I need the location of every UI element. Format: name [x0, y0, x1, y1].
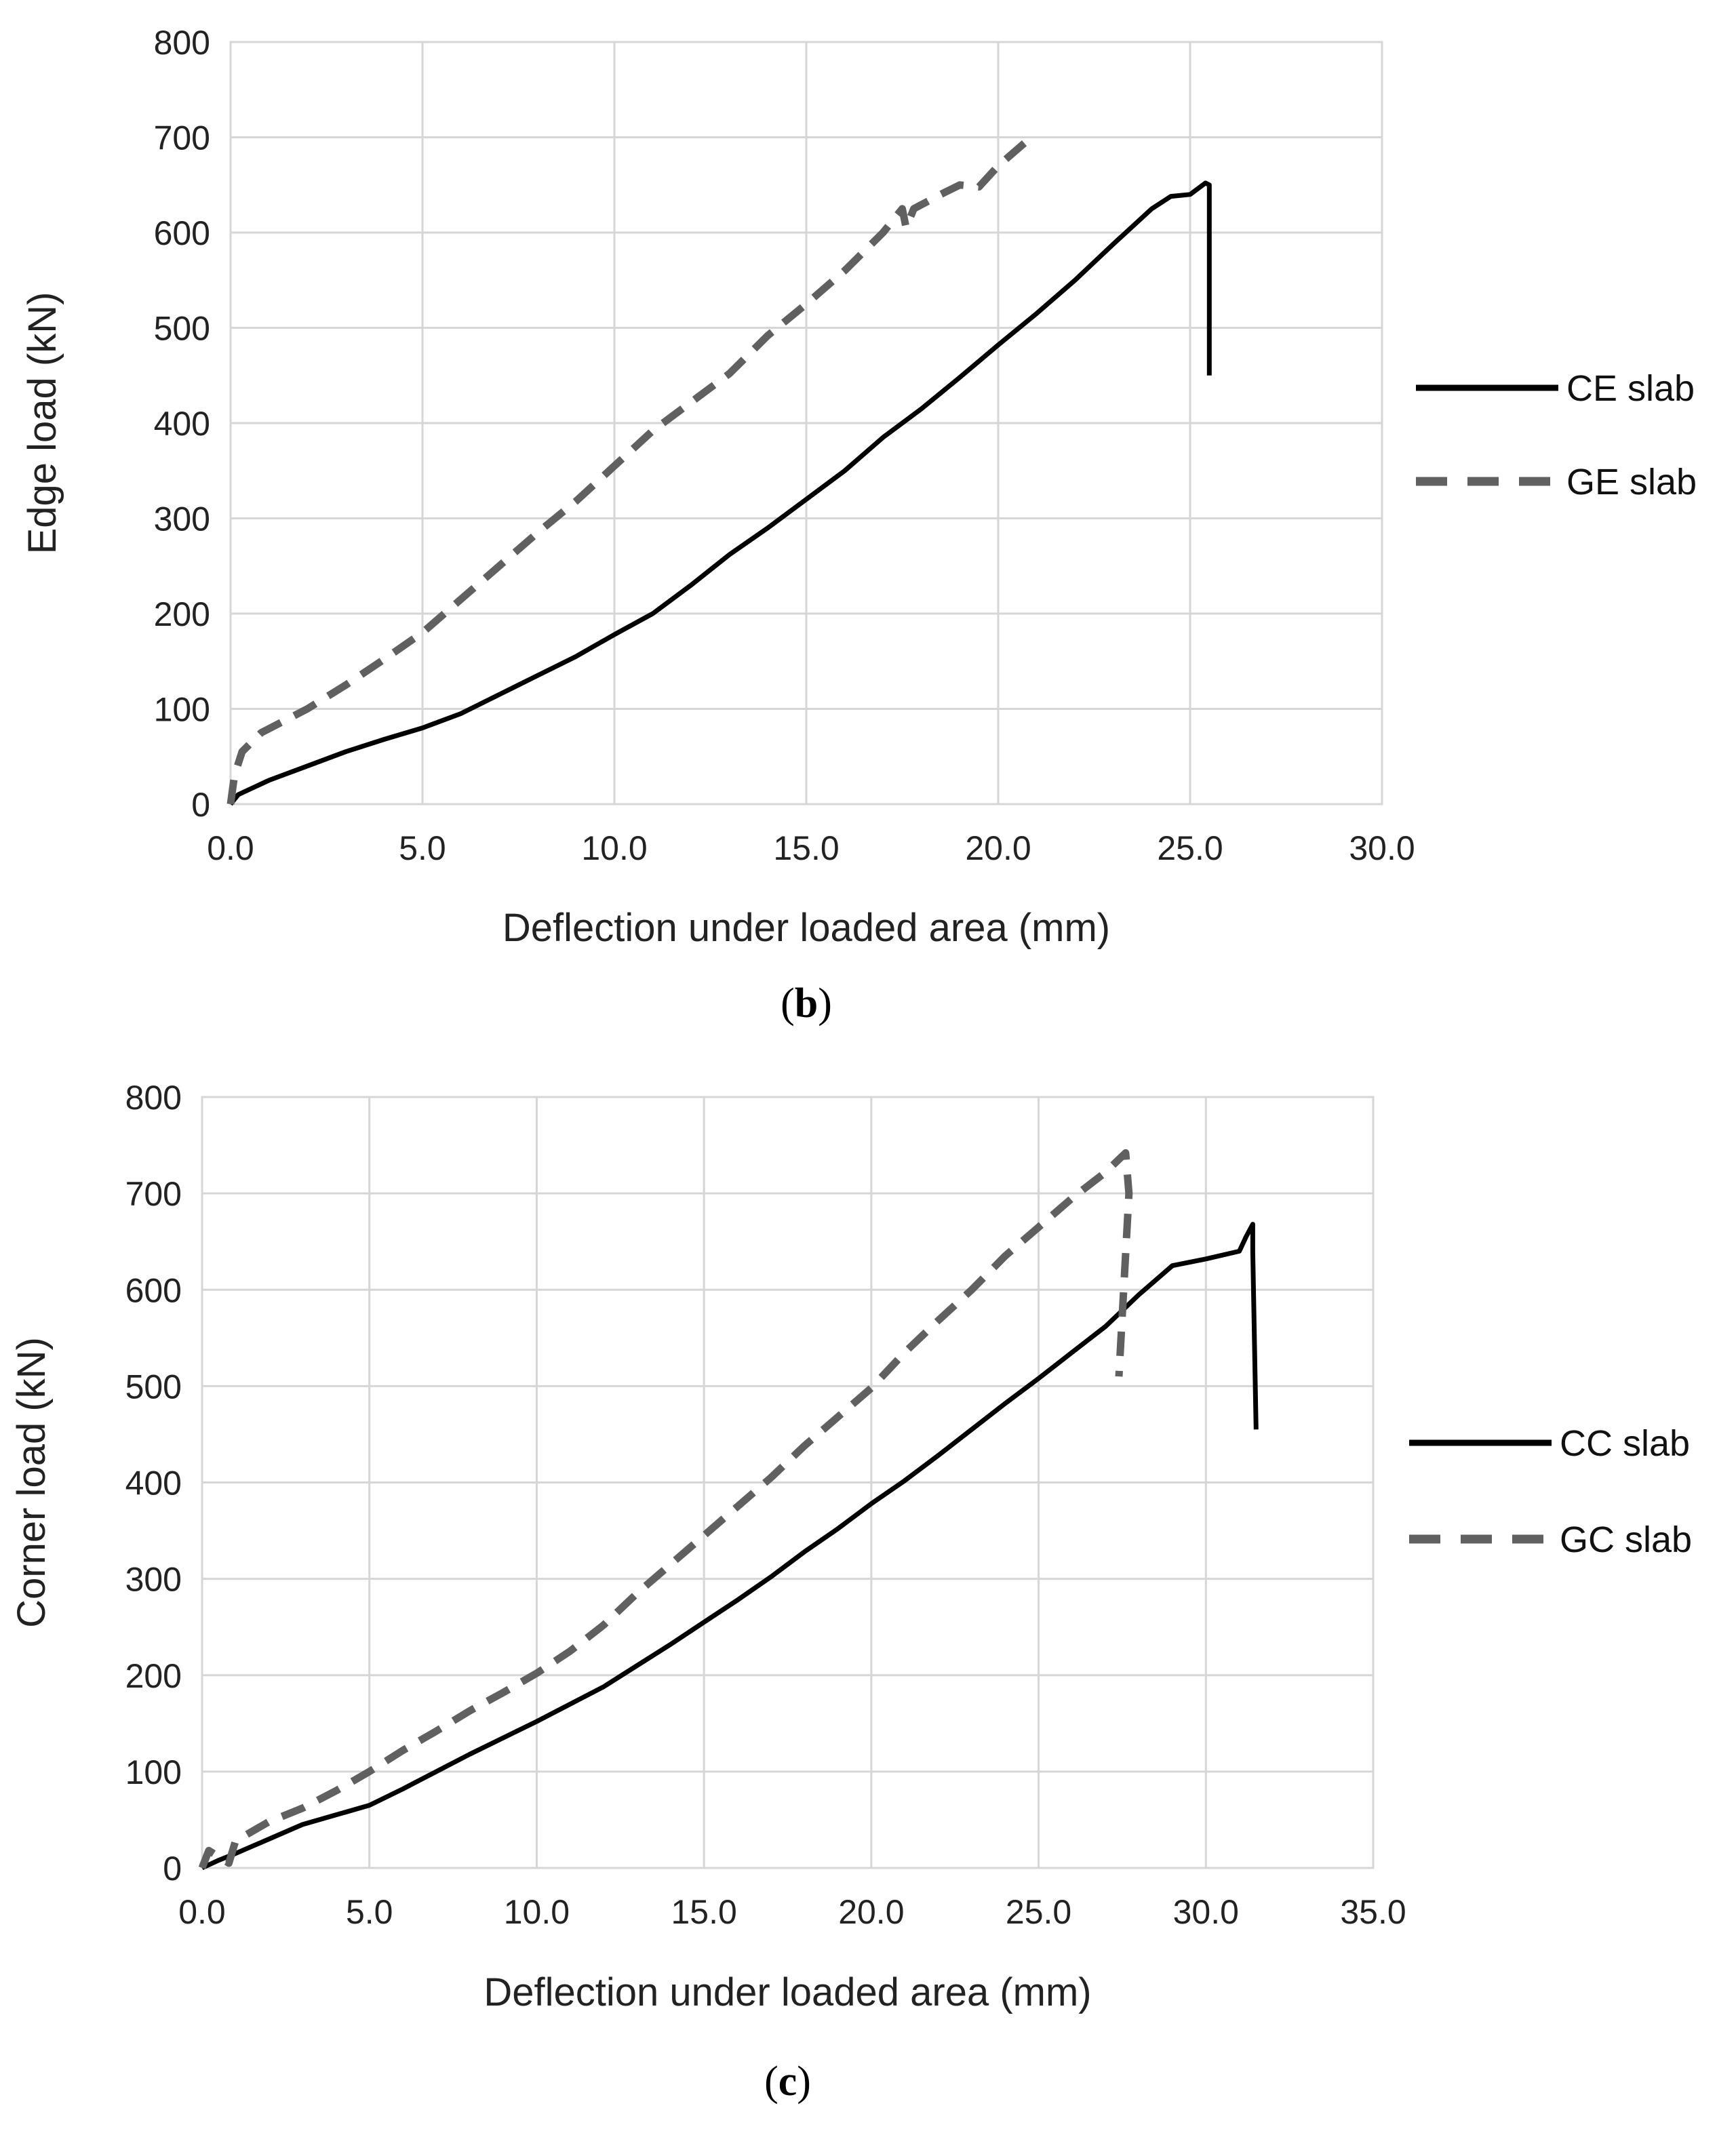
chart-c-corner-load: 0.0 5.0 10.0 15.0 20.0 25.0 30.0 35.0 0 100 200 300…: [9, 1079, 1692, 2105]
y-tick-label: 600: [125, 1271, 182, 1309]
x-tick-label: 30.0: [1173, 1893, 1239, 1931]
x-tick-label: 5.0: [399, 829, 446, 867]
y-tick-label: 400: [154, 405, 210, 443]
x-tick-label: 5.0: [346, 1893, 393, 1931]
series-line-cc-slab: [201, 1222, 1259, 1871]
x-tick-label: 15.0: [773, 829, 839, 867]
series-line-gc-slab: [198, 1149, 1133, 1869]
y-tick-label: 700: [154, 119, 210, 157]
legend-label: CC slab: [1560, 1423, 1690, 1464]
figure-caption: (b): [781, 980, 832, 1027]
x-tick-label: 10.0: [504, 1893, 570, 1931]
x-tick-label: 35.0: [1340, 1893, 1406, 1931]
x-tick-label: 15.0: [671, 1893, 736, 1931]
y-tick-label: 800: [125, 1079, 182, 1117]
y-tick-label: 0: [191, 786, 210, 824]
y-tick-label: 300: [154, 500, 210, 538]
y-axis-title: Corner load (kN): [9, 1337, 54, 1628]
y-tick-label: 100: [154, 691, 210, 729]
legend-label: CE slab: [1566, 368, 1695, 409]
x-tick-label: 30.0: [1349, 829, 1415, 867]
x-axis-title: Deflection under loaded area (mm): [484, 1970, 1091, 2014]
y-tick-label: 500: [125, 1368, 182, 1406]
series-line-ge-slab: [226, 136, 1031, 805]
x-tick-label: 10.0: [581, 829, 647, 867]
x-tick-label: 0.0: [178, 1893, 226, 1931]
y-tick-label: 300: [125, 1561, 182, 1599]
figure-caption: (c): [764, 2058, 811, 2105]
x-tick-label: 25.0: [1006, 1893, 1071, 1931]
legend-label: GE slab: [1566, 462, 1697, 502]
y-tick-label: 200: [154, 595, 210, 633]
y-tick-label: 600: [154, 214, 210, 252]
y-axis-title: Edge load (kN): [20, 292, 64, 555]
y-tick-label: 500: [154, 310, 210, 348]
series-line-ce-slab: [229, 180, 1212, 806]
y-tick-label: 200: [125, 1657, 182, 1695]
legend-label: GC slab: [1560, 1519, 1692, 1560]
y-tick-label: 800: [154, 24, 210, 62]
chart-b-edge-load: 0.0 5.0 10.0 15.0 20.0 25.0 30.0 0 100 200 300 400 5…: [20, 24, 1697, 1027]
x-tick-label: 0.0: [207, 829, 254, 867]
y-tick-label: 700: [125, 1175, 182, 1213]
x-tick-label: 25.0: [1157, 829, 1223, 867]
x-tick-label: 20.0: [838, 1893, 904, 1931]
y-tick-label: 400: [125, 1465, 182, 1502]
x-tick-label: 20.0: [965, 829, 1031, 867]
y-tick-label: 0: [163, 1850, 182, 1888]
x-axis-title: Deflection under loaded area (mm): [502, 906, 1110, 950]
y-tick-label: 100: [125, 1753, 182, 1791]
